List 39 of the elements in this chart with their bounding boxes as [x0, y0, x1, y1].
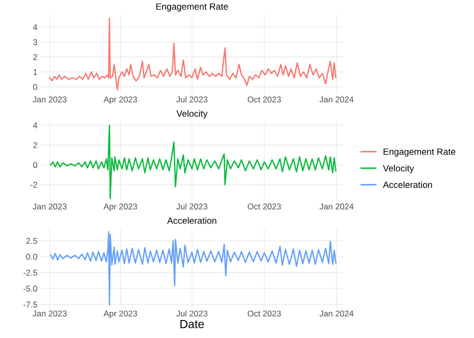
x-tick-label: Jan 2024	[320, 96, 354, 102]
chart-title: Acceleration	[167, 217, 216, 224]
x-tick-label: Jan 2023	[32, 204, 66, 210]
y-tick-label: -5.0	[24, 286, 38, 292]
x-tick-label: Oct 2023	[248, 204, 281, 210]
x-tick-label: Oct 2023	[248, 310, 281, 316]
y-tick-label: 2	[33, 142, 38, 148]
x-tick-label: Jan 2024	[320, 204, 354, 210]
chart-title: Velocity	[176, 110, 208, 119]
y-tick-label: -7.5	[24, 302, 38, 308]
legend-label: Velocity	[382, 164, 414, 174]
x-axis-title: Date	[180, 320, 204, 328]
x-tick-label: Jan 2024	[320, 310, 354, 316]
x-tick-label: Jan 2023	[32, 310, 66, 316]
y-tick-label: 3	[33, 39, 38, 46]
y-tick-label: -2	[30, 182, 38, 188]
x-tick-label: Apr 2023	[104, 310, 137, 318]
y-tick-label: 0	[33, 84, 38, 90]
x-tick-label: Jul 2023	[176, 96, 208, 102]
y-tick-label: 2	[33, 54, 38, 60]
y-tick-label: -2.5	[24, 270, 38, 276]
y-tick-label: 4	[33, 24, 38, 30]
x-tick-label: Jul 2023	[176, 203, 208, 210]
line-series	[49, 18, 336, 90]
legend-label: Engagement Rate	[384, 148, 456, 157]
legend-label: Acceleration	[382, 181, 432, 188]
y-tick-label: 0.0	[26, 254, 38, 260]
chart-title: Engagement Rate	[156, 3, 228, 12]
y-tick-label: 4	[33, 122, 38, 128]
line-series	[50, 231, 336, 306]
x-tick-label: Jan 2023	[32, 96, 66, 102]
x-tick-label: Jul 2023	[176, 310, 208, 316]
x-tick-label: Apr 2023	[104, 204, 137, 212]
y-tick-label: 2.5	[26, 238, 38, 244]
x-tick-label: Oct 2023	[248, 96, 281, 102]
y-tick-label: 0	[33, 162, 38, 168]
y-tick-label: 1	[34, 69, 38, 75]
x-tick-label: Apr 2023	[104, 96, 137, 104]
line-series	[50, 124, 336, 200]
